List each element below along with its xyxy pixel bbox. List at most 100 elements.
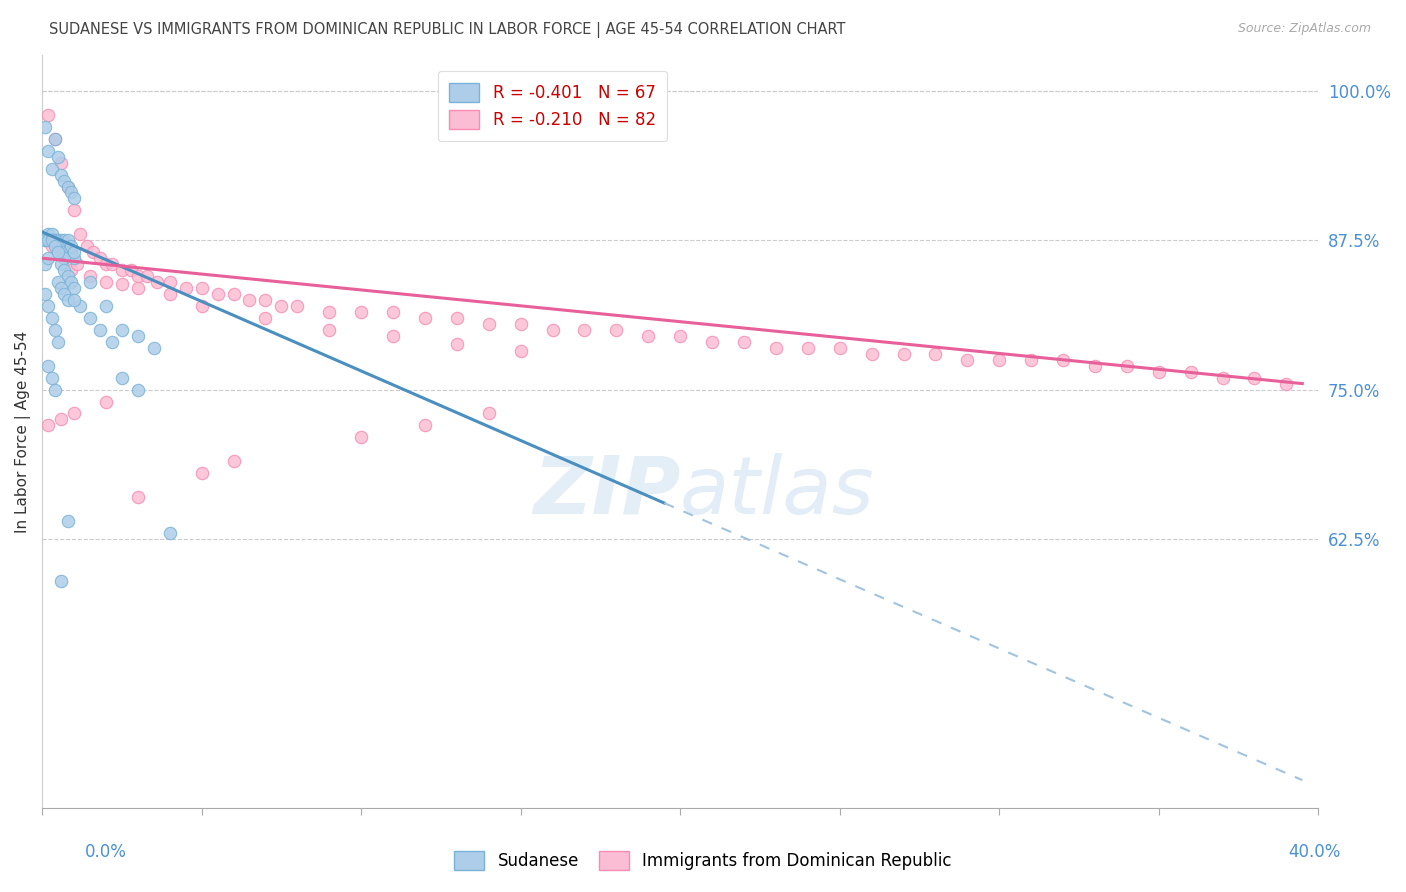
Point [37, 359, 59, 373]
Point [44, 233, 66, 247]
Point [101, 257, 124, 271]
Point [79, 269, 101, 284]
Point [37, 418, 59, 433]
Text: atlas: atlas [681, 452, 875, 531]
Point [1275, 376, 1298, 391]
Point [37, 227, 59, 242]
Point [44, 239, 66, 253]
Point [318, 305, 340, 319]
Point [733, 334, 755, 349]
Point [56, 179, 79, 194]
Point [46, 239, 69, 253]
Point [37, 251, 59, 265]
Point [574, 323, 596, 337]
Text: Source: ZipAtlas.com: Source: ZipAtlas.com [1237, 22, 1371, 36]
Point [41, 161, 63, 176]
Point [893, 347, 915, 361]
Point [63, 293, 86, 307]
Point [46, 233, 69, 247]
Point [63, 281, 86, 295]
Point [51, 257, 73, 271]
Point [924, 347, 946, 361]
Point [111, 323, 134, 337]
Point [127, 269, 149, 284]
Point [120, 263, 142, 277]
Point [127, 490, 149, 504]
Point [111, 263, 134, 277]
Point [56, 514, 79, 528]
Point [146, 275, 169, 289]
Point [478, 407, 501, 421]
Point [79, 275, 101, 289]
Point [56, 293, 79, 307]
Point [59, 186, 82, 200]
Point [53, 263, 76, 277]
Point [66, 257, 89, 271]
Point [63, 245, 86, 260]
Point [34, 120, 56, 134]
Point [413, 310, 436, 325]
Point [254, 293, 277, 307]
Point [1084, 359, 1107, 373]
Point [222, 287, 245, 301]
Point [89, 251, 111, 265]
Point [207, 287, 229, 301]
Point [254, 310, 277, 325]
Point [41, 310, 63, 325]
Point [190, 299, 212, 313]
Point [51, 233, 73, 247]
Point [1243, 370, 1265, 384]
Point [51, 155, 73, 169]
Point [350, 305, 373, 319]
Point [669, 328, 692, 343]
Point [56, 269, 79, 284]
Point [46, 245, 69, 260]
Point [41, 370, 63, 384]
Point [190, 466, 212, 480]
Legend: Sudanese, Immigrants from Dominican Republic: Sudanese, Immigrants from Dominican Repu… [447, 844, 959, 877]
Point [44, 132, 66, 146]
Point [56, 179, 79, 194]
Point [1180, 365, 1202, 379]
Point [37, 144, 59, 158]
Point [174, 281, 197, 295]
Text: 0.0%: 0.0% [84, 843, 127, 861]
Point [478, 317, 501, 331]
Point [63, 407, 86, 421]
Point [350, 430, 373, 444]
Point [136, 269, 159, 284]
Point [159, 275, 181, 289]
Point [69, 227, 91, 242]
Point [53, 251, 76, 265]
Point [59, 245, 82, 260]
Point [828, 341, 851, 355]
Point [41, 239, 63, 253]
Point [159, 287, 181, 301]
Point [541, 323, 564, 337]
Point [159, 525, 181, 540]
Point [605, 323, 627, 337]
Point [37, 108, 59, 122]
Point [111, 277, 134, 292]
Point [56, 239, 79, 253]
Point [51, 281, 73, 295]
Point [34, 257, 56, 271]
Point [79, 310, 101, 325]
Point [127, 281, 149, 295]
Point [1115, 359, 1137, 373]
Point [382, 305, 405, 319]
Point [51, 574, 73, 588]
Y-axis label: In Labor Force | Age 45-54: In Labor Force | Age 45-54 [15, 330, 31, 533]
Point [46, 275, 69, 289]
Point [94, 257, 117, 271]
Point [37, 299, 59, 313]
Point [53, 251, 76, 265]
Point [63, 251, 86, 265]
Point [382, 328, 405, 343]
Point [988, 352, 1011, 367]
Point [765, 341, 787, 355]
Point [34, 233, 56, 247]
Point [63, 191, 86, 205]
Point [446, 337, 468, 351]
Point [1212, 370, 1234, 384]
